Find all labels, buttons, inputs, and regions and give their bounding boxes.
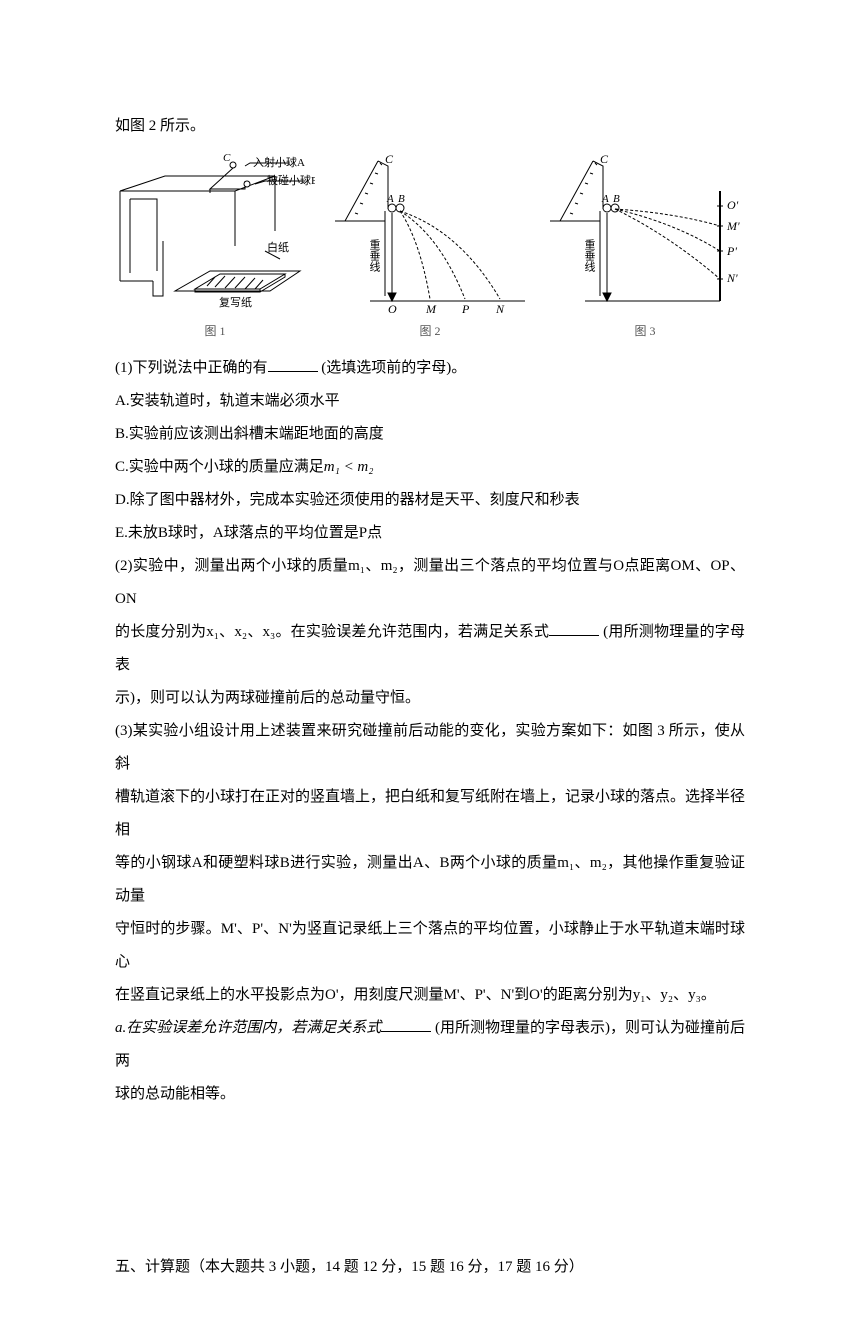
q3-blank[interactable]: [381, 1016, 431, 1033]
q3-line-6-pre: a.在实验误差允许范围内，若满足关系式: [115, 1020, 381, 1036]
q1-stem-post: (选填选项前的字母)。: [321, 360, 466, 376]
fig1-label-c: C: [223, 152, 231, 164]
figure-1-svg: C 入射小球A 被碰小球B 白纸 复写纸: [115, 151, 315, 316]
figures-container: C 入射小球A 被碰小球B 白纸 复写纸 图 1: [115, 151, 745, 344]
q1-opt-b: B.实验前应该测出斜槽末端距地面的高度: [115, 418, 745, 451]
q1-opt-a: A.安装轨道时，轨道末端必须水平: [115, 385, 745, 418]
q1-opt-c-pre: C.实验中两个小球的质量应满足: [115, 459, 324, 475]
q3-line-1: (3)某实验小组设计用上述装置来研究碰撞前后动能的变化，实验方案如下：如图 3 …: [115, 715, 745, 781]
fig2-label-n: N: [495, 302, 505, 316]
q1-opt-e: E.未放B球时，A球落点的平均位置是P点: [115, 517, 745, 550]
figure-2: C A B 重垂线 O M P N 图 2: [330, 151, 530, 344]
q1-blank[interactable]: [268, 356, 318, 373]
q1-stem: (1)下列说法中正确的有 (选填选项前的字母)。: [115, 352, 745, 385]
q2-line-2: 的长度分别为x₁、x₂、x₃。在实验误差允许范围内，若满足关系式 (用所测物理量…: [115, 616, 745, 682]
figure-3-caption: 图 3: [634, 318, 655, 344]
q3-line-5: 在竖直记录纸上的水平投影点为O'，用刻度尺测量M'、P'、N'到O'的距离分别为…: [115, 979, 745, 1012]
intro-text: 如图 2 所示。: [115, 110, 745, 143]
fig3-label-op: O': [727, 198, 739, 212]
q2-line-3: 示)，则可以认为两球碰撞前后的总动量守恒。: [115, 682, 745, 715]
fig1-label-hit: 被碰小球B: [267, 173, 315, 187]
q1-stem-pre: (1)下列说法中正确的有: [115, 360, 268, 376]
q2-blank[interactable]: [549, 620, 599, 637]
q3-line-4: 守恒时的步骤。M'、P'、N'为竖直记录纸上三个落点的平均位置，小球静止于水平轨…: [115, 913, 745, 979]
q1-opt-d: D.除了图中器材外，完成本实验还须使用的器材是天平、刻度尺和秒表: [115, 484, 745, 517]
section-5-title: 五、计算题（本大题共 3 小题，14 题 12 分，15 题 16 分，17 题…: [115, 1251, 745, 1284]
fig2-label-o: O: [388, 302, 397, 316]
q3-line-2: 槽轨道滚下的小球打在正对的竖直墙上，把白纸和复写纸附在墙上，记录小球的落点。选择…: [115, 781, 745, 847]
fig2-label-plumb: 重垂线: [368, 238, 381, 272]
fig2-label-m: M: [425, 302, 437, 316]
figure-3-svg: C A B 重垂线 O' M' P' N': [545, 151, 745, 316]
q3-line-7: 球的总动能相等。: [115, 1078, 745, 1111]
figure-2-svg: C A B 重垂线 O M P N: [330, 151, 530, 316]
fig2-label-p: P: [461, 302, 470, 316]
fig2-label-b: B: [398, 193, 405, 205]
fig3-label-a: A: [601, 193, 609, 205]
fig3-label-mp: M': [726, 219, 740, 233]
fig1-label-carbon: 复写纸: [219, 295, 252, 309]
figure-1: C 入射小球A 被碰小球B 白纸 复写纸 图 1: [115, 151, 315, 344]
q1-opt-a-text: A.安装轨道时，轨道末端必须水平: [115, 393, 340, 409]
fig3-label-plumb: 重垂线: [583, 238, 596, 272]
fig3-label-c: C: [600, 152, 609, 166]
q1-opt-c: C.实验中两个小球的质量应满足m₁ < m₂: [115, 451, 745, 484]
fig2-label-a: A: [386, 193, 394, 205]
fig1-label-incident: 入射小球A: [253, 155, 305, 169]
fig3-label-pp: P': [726, 244, 737, 258]
fig3-label-np: N': [726, 271, 738, 285]
figure-3: C A B 重垂线 O' M' P' N' 图 3: [545, 151, 745, 344]
q1-opt-c-math: m₁ < m₂: [324, 459, 374, 475]
q2-line-1: (2)实验中，测量出两个小球的质量m₁、m₂，测量出三个落点的平均位置与O点距离…: [115, 550, 745, 616]
q2-line-2-pre: 的长度分别为x₁、x₂、x₃。在实验误差允许范围内，若满足关系式: [115, 624, 549, 640]
q3-line-6: a.在实验误差允许范围内，若满足关系式 (用所测物理量的字母表示)，则可认为碰撞…: [115, 1012, 745, 1078]
fig3-label-b: B: [613, 193, 620, 205]
figure-1-caption: 图 1: [204, 318, 225, 344]
fig1-label-paper: 白纸: [267, 240, 289, 254]
fig2-label-c: C: [385, 152, 394, 166]
figure-2-caption: 图 2: [419, 318, 440, 344]
q3-line-3: 等的小钢球A和硬塑料球B进行实验，测量出A、B两个小球的质量m₁、m₂，其他操作…: [115, 847, 745, 913]
